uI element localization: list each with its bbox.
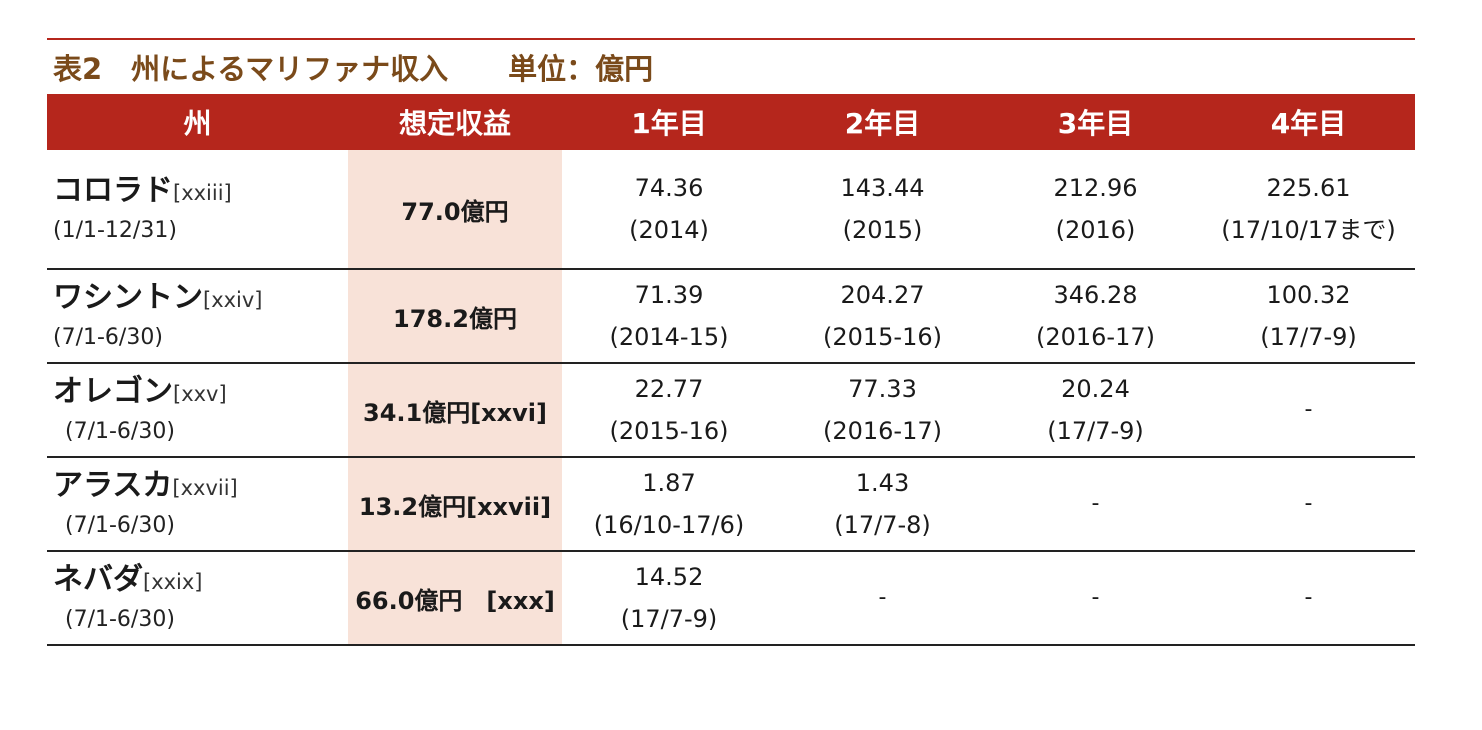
table-row: アラスカ[xxvii] (7/1-6/30) 13.2億円[xxvii] 1.8… — [47, 457, 1415, 552]
table-caption: 表2 州によるマリファナ収入 単位：億円 — [47, 40, 1415, 94]
state-fiscal-period: (7/1-6/30) — [65, 607, 175, 632]
year-value: 71.39 — [634, 281, 704, 309]
year-4-cell: 225.61 (17/10/17まで) — [1202, 150, 1415, 270]
estimated-revenue: 66.0億円 [xxx] — [348, 551, 562, 646]
state-reference: [xxiv] — [203, 288, 263, 312]
year-period: (2016-17) — [822, 417, 942, 445]
state-cell: オレゴン[xxv] (7/1-6/30) — [47, 363, 348, 458]
year-value: - — [1304, 491, 1313, 516]
header-row: 州 想定収益 1年目 2年目 3年目 4年目 — [47, 94, 1415, 150]
year-3-cell: 20.24 (17/7-9) — [989, 363, 1202, 458]
year-value: 74.36 — [634, 174, 704, 202]
year-1-cell: 71.39 (2014-15) — [562, 269, 776, 364]
table-title: 表2 州によるマリファナ収入 — [53, 52, 449, 86]
year-2-cell: - — [776, 551, 989, 646]
year-2-cell: 204.27 (2015-16) — [776, 269, 989, 364]
state-reference: [xxix] — [143, 570, 203, 594]
top-rule — [47, 38, 1415, 40]
state-fiscal-period: (7/1-6/30) — [53, 325, 163, 350]
state-name: コロラド — [53, 173, 173, 208]
state-reference: [xxiii] — [173, 181, 232, 205]
estimated-revenue: 77.0億円 — [348, 150, 562, 270]
state-cell: ネバダ[xxix] (7/1-6/30) — [47, 551, 348, 646]
year-period: (17/7-9) — [1260, 323, 1357, 351]
estimated-revenue: 34.1億円[xxvi] — [348, 363, 562, 458]
year-value: - — [1304, 585, 1313, 610]
year-value: 1.87 — [642, 469, 696, 497]
year-period: (16/10-17/6) — [593, 511, 745, 539]
state-reference: [xxvii] — [172, 476, 238, 500]
year-value: - — [1091, 585, 1100, 610]
year-period: (17/7-9) — [620, 605, 718, 633]
year-value: 100.32 — [1266, 281, 1351, 309]
state-reference: [xxv] — [173, 382, 227, 406]
year-1-cell: 1.87 (16/10-17/6) — [562, 457, 776, 552]
year-value: 20.24 — [1061, 375, 1130, 403]
year-2-cell: 77.33 (2016-17) — [776, 363, 989, 458]
year-4-cell: - — [1202, 551, 1415, 646]
year-3-cell: - — [989, 457, 1202, 552]
state-fiscal-period: (1/1-12/31) — [53, 218, 177, 243]
state-cell: ワシントン[xxiv] (7/1-6/30) — [47, 269, 348, 364]
table-row: ワシントン[xxiv] (7/1-6/30) 178.2億円 71.39 (20… — [47, 269, 1415, 364]
year-period: (17/7-9) — [1047, 417, 1144, 445]
revenue-table: 州 想定収益 1年目 2年目 3年目 4年目 コロラド[xxiii] (1/1-… — [47, 94, 1415, 646]
header-estimate: 想定収益 — [348, 94, 562, 150]
state-name: アラスカ — [53, 468, 173, 503]
header-year-3: 3年目 — [989, 94, 1202, 150]
year-period: (2014) — [629, 216, 709, 244]
year-period: (2015-16) — [609, 417, 729, 445]
table-row: オレゴン[xxv] (7/1-6/30) 34.1億円[xxvi] 22.77 … — [47, 363, 1415, 458]
year-4-cell: - — [1202, 363, 1415, 458]
year-3-cell: - — [989, 551, 1202, 646]
state-cell: アラスカ[xxvii] (7/1-6/30) — [47, 457, 348, 552]
year-value: - — [1091, 491, 1100, 516]
year-period: (2016) — [1055, 216, 1136, 244]
estimated-revenue: 178.2億円 — [348, 269, 562, 364]
year-value: 22.77 — [634, 375, 704, 403]
header-year-1: 1年目 — [562, 94, 776, 150]
year-period: (17/10/17まで) — [1221, 216, 1396, 244]
revenue-table-block: 表2 州によるマリファナ収入 単位：億円 州 想定収益 1年目 2年目 3年目 … — [47, 38, 1415, 646]
table-row: コロラド[xxiii] (1/1-12/31) 77.0億円 74.36 (20… — [47, 150, 1415, 270]
state-fiscal-period: (7/1-6/30) — [65, 513, 175, 538]
year-value: 1.43 — [855, 469, 910, 497]
year-period: (17/7-8) — [834, 511, 931, 539]
year-3-cell: 212.96 (2016) — [989, 150, 1202, 270]
header-year-4: 4年目 — [1202, 94, 1415, 150]
year-2-cell: 143.44 (2015) — [776, 150, 989, 270]
state-cell: コロラド[xxiii] (1/1-12/31) — [47, 150, 348, 270]
state-name: ネバダ — [53, 562, 143, 597]
year-value: - — [878, 585, 887, 610]
year-4-cell: - — [1202, 457, 1415, 552]
year-value: - — [1304, 397, 1313, 422]
year-value: 212.96 — [1053, 174, 1138, 202]
year-value: 204.27 — [840, 281, 925, 309]
year-4-cell: 100.32 (17/7-9) — [1202, 269, 1415, 364]
year-1-cell: 22.77 (2015-16) — [562, 363, 776, 458]
year-period: (2014-15) — [609, 323, 729, 351]
year-value: 346.28 — [1053, 281, 1138, 309]
year-1-cell: 74.36 (2014) — [562, 150, 776, 270]
year-value: 77.33 — [848, 375, 917, 403]
year-value: 14.52 — [634, 563, 704, 591]
year-period: (2015) — [842, 216, 923, 244]
year-2-cell: 1.43 (17/7-8) — [776, 457, 989, 552]
year-value: 143.44 — [840, 174, 925, 202]
state-name: ワシントン — [53, 280, 203, 315]
estimated-revenue: 13.2億円[xxvii] — [348, 457, 562, 552]
table-row: ネバダ[xxix] (7/1-6/30) 66.0億円 [xxx] 14.52 … — [47, 551, 1415, 646]
table-unit: 単位：億円 — [508, 52, 654, 86]
state-fiscal-period: (7/1-6/30) — [65, 419, 175, 444]
year-period: (2016-17) — [1035, 323, 1155, 351]
state-name: オレゴン — [53, 374, 173, 409]
year-1-cell: 14.52 (17/7-9) — [562, 551, 776, 646]
year-period: (2015-16) — [822, 323, 942, 351]
header-state: 州 — [47, 94, 348, 150]
year-value: 225.61 — [1266, 174, 1351, 202]
year-3-cell: 346.28 (2016-17) — [989, 269, 1202, 364]
header-year-2: 2年目 — [776, 94, 989, 150]
